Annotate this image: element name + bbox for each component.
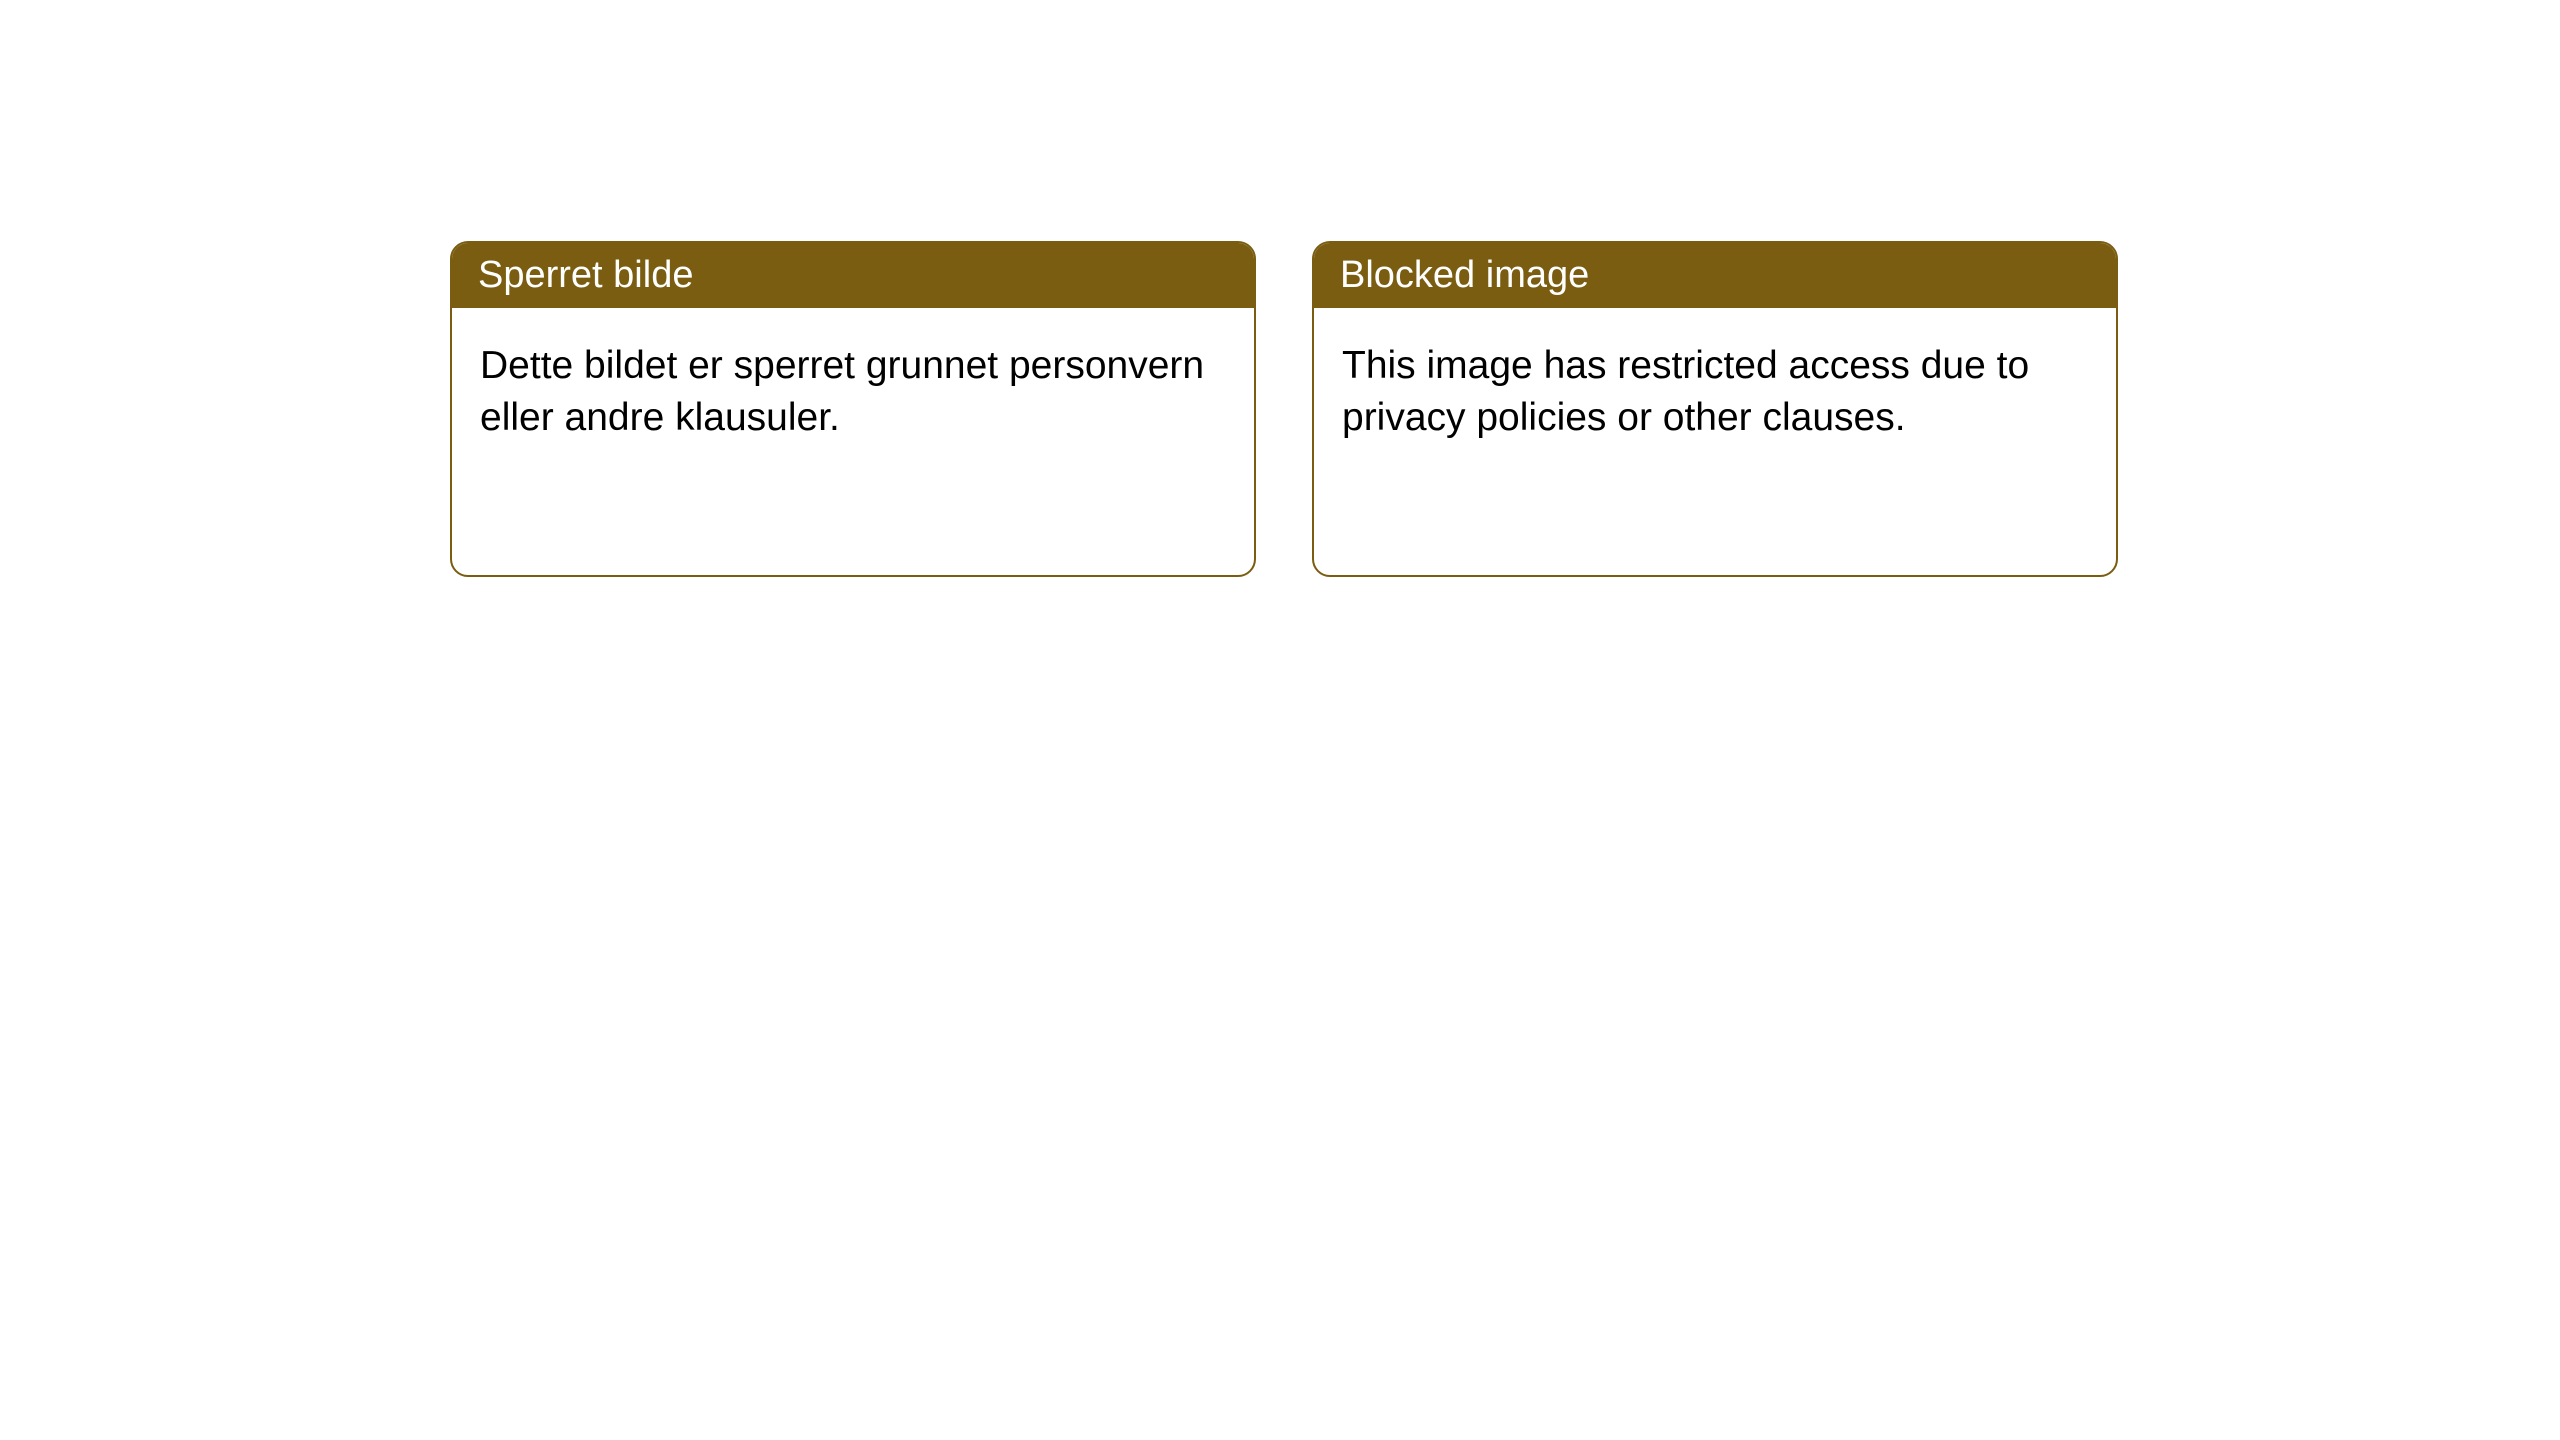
card-title: Sperret bilde <box>478 254 693 296</box>
card-english: Blocked image This image has restricted … <box>1312 241 2118 577</box>
card-body: Dette bildet er sperret grunnet personve… <box>452 308 1254 476</box>
card-header: Blocked image <box>1314 243 2116 308</box>
card-norwegian: Sperret bilde Dette bildet er sperret gr… <box>450 241 1256 577</box>
card-body: This image has restricted access due to … <box>1314 308 2116 476</box>
card-body-text: This image has restricted access due to … <box>1342 344 2029 439</box>
card-title: Blocked image <box>1340 254 1589 296</box>
cards-container: Sperret bilde Dette bildet er sperret gr… <box>450 241 2118 577</box>
card-body-text: Dette bildet er sperret grunnet personve… <box>480 344 1204 439</box>
card-header: Sperret bilde <box>452 243 1254 308</box>
